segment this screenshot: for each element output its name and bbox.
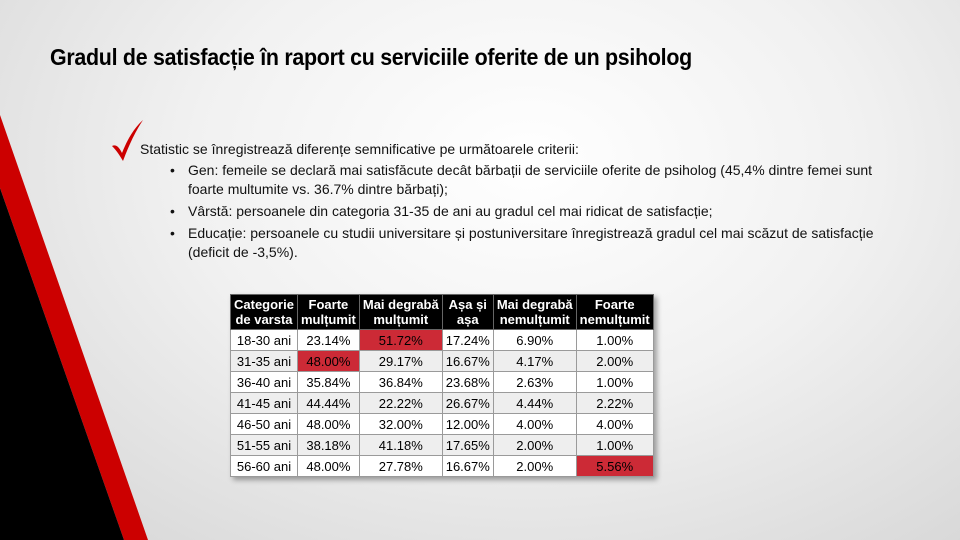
satisfaction-table: Categorie de varsta Foarte mulțumit Mai de… (230, 294, 654, 477)
table-cell: 4.00% (575, 413, 654, 435)
table-cell: 4.44% (492, 392, 577, 414)
table-cell: 17.65% (441, 434, 494, 456)
table-cell: 4.17% (492, 350, 577, 372)
table-row: 18-30 ani 23.14% 51.72% 17.24% 6.90% 1.0… (230, 329, 654, 351)
table-row: 56-60 ani 48.00% 27.78% 16.67% 2.00% 5.5… (230, 455, 654, 477)
table-cell: 38.18% (296, 434, 360, 456)
table-cell: 29.17% (358, 350, 443, 372)
table-cell: 36.84% (358, 371, 443, 393)
table-row: 46-50 ani 48.00% 32.00% 12.00% 4.00% 4.0… (230, 413, 654, 435)
table-cell: 46-50 ani (230, 413, 298, 435)
bullet-gender: • Gen: femeile se declară mai satisfăcut… (170, 161, 880, 199)
table-cell: 16.67% (441, 350, 494, 372)
header-rather-satisfied: Mai degrabă mulțumit (358, 294, 443, 330)
black-diagonal-band (0, 188, 124, 540)
table-cell: 2.00% (492, 455, 577, 477)
table-row: 41-45 ani 44.44% 22.22% 26.67% 4.44% 2.2… (230, 392, 654, 414)
table-row: 36-40 ani 35.84% 36.84% 23.68% 2.63% 1.0… (230, 371, 654, 393)
table-cell: 48.00% (296, 455, 360, 477)
intro-text: Statistic se înregistrează diferențe sem… (140, 141, 579, 157)
table-cell: 56-60 ani (230, 455, 298, 477)
table-cell: 22.22% (358, 392, 443, 414)
header-very-satisfied: Foarte mulțumit (296, 294, 360, 330)
table-cell: 1.00% (575, 371, 654, 393)
table-cell: 51-55 ani (230, 434, 298, 456)
table-cell: 1.00% (575, 434, 654, 456)
red-diagonal-band (0, 115, 148, 540)
table-cell: 35.84% (296, 371, 360, 393)
bullet-education-text: Educație: persoanele cu studii universit… (188, 225, 874, 260)
table-cell: 32.00% (358, 413, 443, 435)
table-cell: 51.72% (358, 329, 443, 351)
bullet-dot: • (170, 203, 175, 219)
header-age-category: Categorie de varsta (230, 294, 298, 330)
table-cell: 26.67% (441, 392, 494, 414)
table-cell: 12.00% (441, 413, 494, 435)
table-cell: 48.00% (296, 413, 360, 435)
header-very-dissatisfied: Foarte nemulțumit (575, 294, 654, 330)
table-cell: 41.18% (358, 434, 443, 456)
table-cell: 6.90% (492, 329, 577, 351)
header-rather-dissatisfied: Mai degrabă nemulțumit (492, 294, 577, 330)
table-cell: 17.24% (441, 329, 494, 351)
table-cell: 16.67% (441, 455, 494, 477)
table-cell: 2.00% (492, 434, 577, 456)
table-row: 51-55 ani 38.18% 41.18% 17.65% 2.00% 1.0… (230, 434, 654, 456)
table-header-row: Categorie de varsta Foarte mulțumit Mai de… (230, 294, 654, 330)
bullet-dot: • (170, 225, 175, 241)
table-cell: 27.78% (358, 455, 443, 477)
table-cell: 31-35 ani (230, 350, 298, 372)
table-cell: 18-30 ani (230, 329, 298, 351)
table-cell: 41-45 ani (230, 392, 298, 414)
table-cell: 4.00% (492, 413, 577, 435)
bullet-gender-text: Gen: femeile se declară mai satisfăcute … (188, 162, 873, 197)
bullet-age: • Vârstă: persoanele din categoria 31-35… (170, 202, 880, 221)
table-cell: 2.63% (492, 371, 577, 393)
table-cell: 5.56% (575, 455, 654, 477)
left-decorative-band (0, 115, 148, 540)
table-cell: 44.44% (296, 392, 360, 414)
table-cell: 2.22% (575, 392, 654, 414)
bullet-education: • Educație: persoanele cu studii univers… (170, 224, 880, 262)
bullet-age-text: Vârstă: persoanele din categoria 31-35 d… (188, 203, 713, 219)
slide-title: Gradul de satisfacție în raport cu servi… (50, 44, 692, 70)
criteria-list: • Gen: femeile se declară mai satisfăcut… (140, 161, 880, 262)
header-neutral: Așa și așa (441, 294, 494, 330)
table-cell: 23.14% (296, 329, 360, 351)
table-cell: 48.00% (296, 350, 360, 372)
red-checkmark-icon (112, 120, 143, 161)
slide-body: Statistic se înregistrează diferențe sem… (140, 140, 880, 265)
table-cell: 2.00% (575, 350, 654, 372)
table-cell: 1.00% (575, 329, 654, 351)
table-cell: 23.68% (441, 371, 494, 393)
table-cell: 36-40 ani (230, 371, 298, 393)
table-row: 31-35 ani 48.00% 29.17% 16.67% 4.17% 2.0… (230, 350, 654, 372)
bullet-dot: • (170, 162, 175, 178)
